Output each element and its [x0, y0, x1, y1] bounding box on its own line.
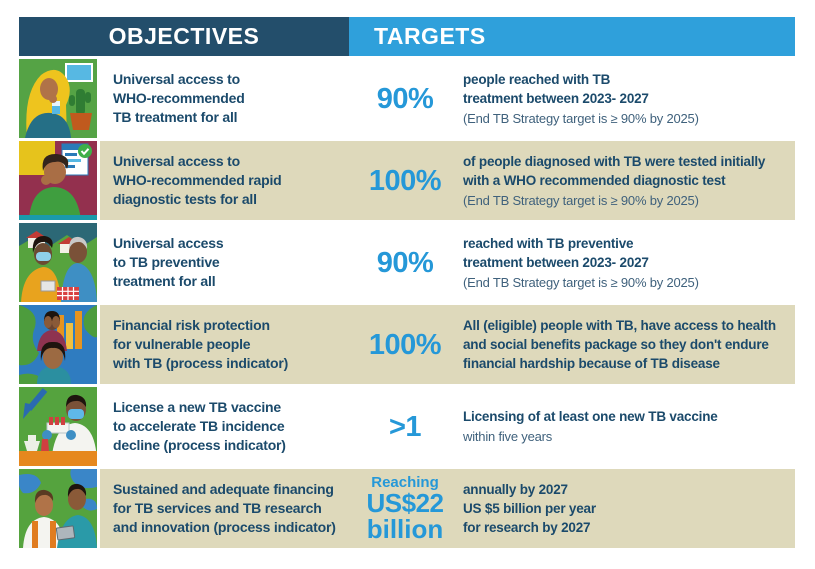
scientist-with-test-tubes-illustration [19, 387, 97, 466]
health-workers-with-tablet-illustration [19, 469, 97, 548]
objective-row-tb-treatment: Universal access to WHO-recommended TB t… [19, 59, 795, 138]
target-value: 100% [350, 166, 460, 196]
table-header: OBJECTIVES TARGETS [19, 17, 795, 56]
objective-text: Sustained and adequate financing for TB … [113, 481, 336, 535]
target-value: 90% [350, 248, 460, 278]
target-description: of people diagnosed with TB were tested … [463, 153, 766, 208]
objective-text: Universal access to WHO-recommended TB t… [113, 71, 245, 125]
objective-row-preventive-treatment: Universal access to TB preventive treatm… [19, 223, 795, 302]
objective-row-financial-risk-protection: Financial risk protection for vulnerable… [19, 305, 795, 384]
target-value-main: US$22 [366, 488, 445, 518]
person-covering-face-world-map-illustration [19, 305, 97, 384]
target-value-main: >1 [388, 410, 422, 443]
target-value: >1 [350, 412, 460, 442]
objective-text: Universal access to WHO-recommended rapi… [113, 153, 282, 207]
target-value: 100% [350, 330, 460, 360]
target-description: Licensing of at least one new TB vaccine… [463, 409, 718, 444]
target-value-suffix: billion [366, 514, 444, 544]
target-value: 90% [350, 84, 460, 114]
person-coughing-diagnostic-test-illustration [19, 141, 97, 220]
target-value-prefix: Reaching [371, 474, 439, 491]
woman-taking-tb-medication-illustration [19, 59, 97, 138]
objective-text: Financial risk protection for vulnerable… [113, 317, 289, 371]
target-value-main: 90% [376, 82, 434, 115]
objective-row-new-vaccine: License a new TB vaccine to accelerate T… [19, 387, 795, 466]
target-value-main: 100% [368, 164, 442, 197]
target-value-main: 90% [376, 246, 434, 279]
target-value: Reaching US$22 billion [350, 474, 460, 543]
target-description: reached with TB preventive treatment bet… [463, 235, 699, 290]
target-description: annually by 2027 US $5 billion per year … [463, 481, 596, 535]
objective-row-rapid-diagnostics: Universal access to WHO-recommended rapi… [19, 141, 795, 220]
target-value-main: 100% [368, 328, 442, 361]
objective-text: License a new TB vaccine to accelerate T… [113, 399, 286, 453]
objective-text: Universal access to TB preventive treatm… [113, 235, 224, 289]
objectives-column-header: OBJECTIVES [19, 17, 349, 56]
target-description: people reached with TB treatment between… [463, 71, 699, 126]
two-people-with-masks-talking-illustration [19, 223, 97, 302]
objective-row-financing: Sustained and adequate financing for TB … [19, 469, 795, 548]
targets-column-header: TARGETS [349, 17, 795, 56]
target-description: All (eligible) people with TB, have acce… [463, 317, 776, 371]
